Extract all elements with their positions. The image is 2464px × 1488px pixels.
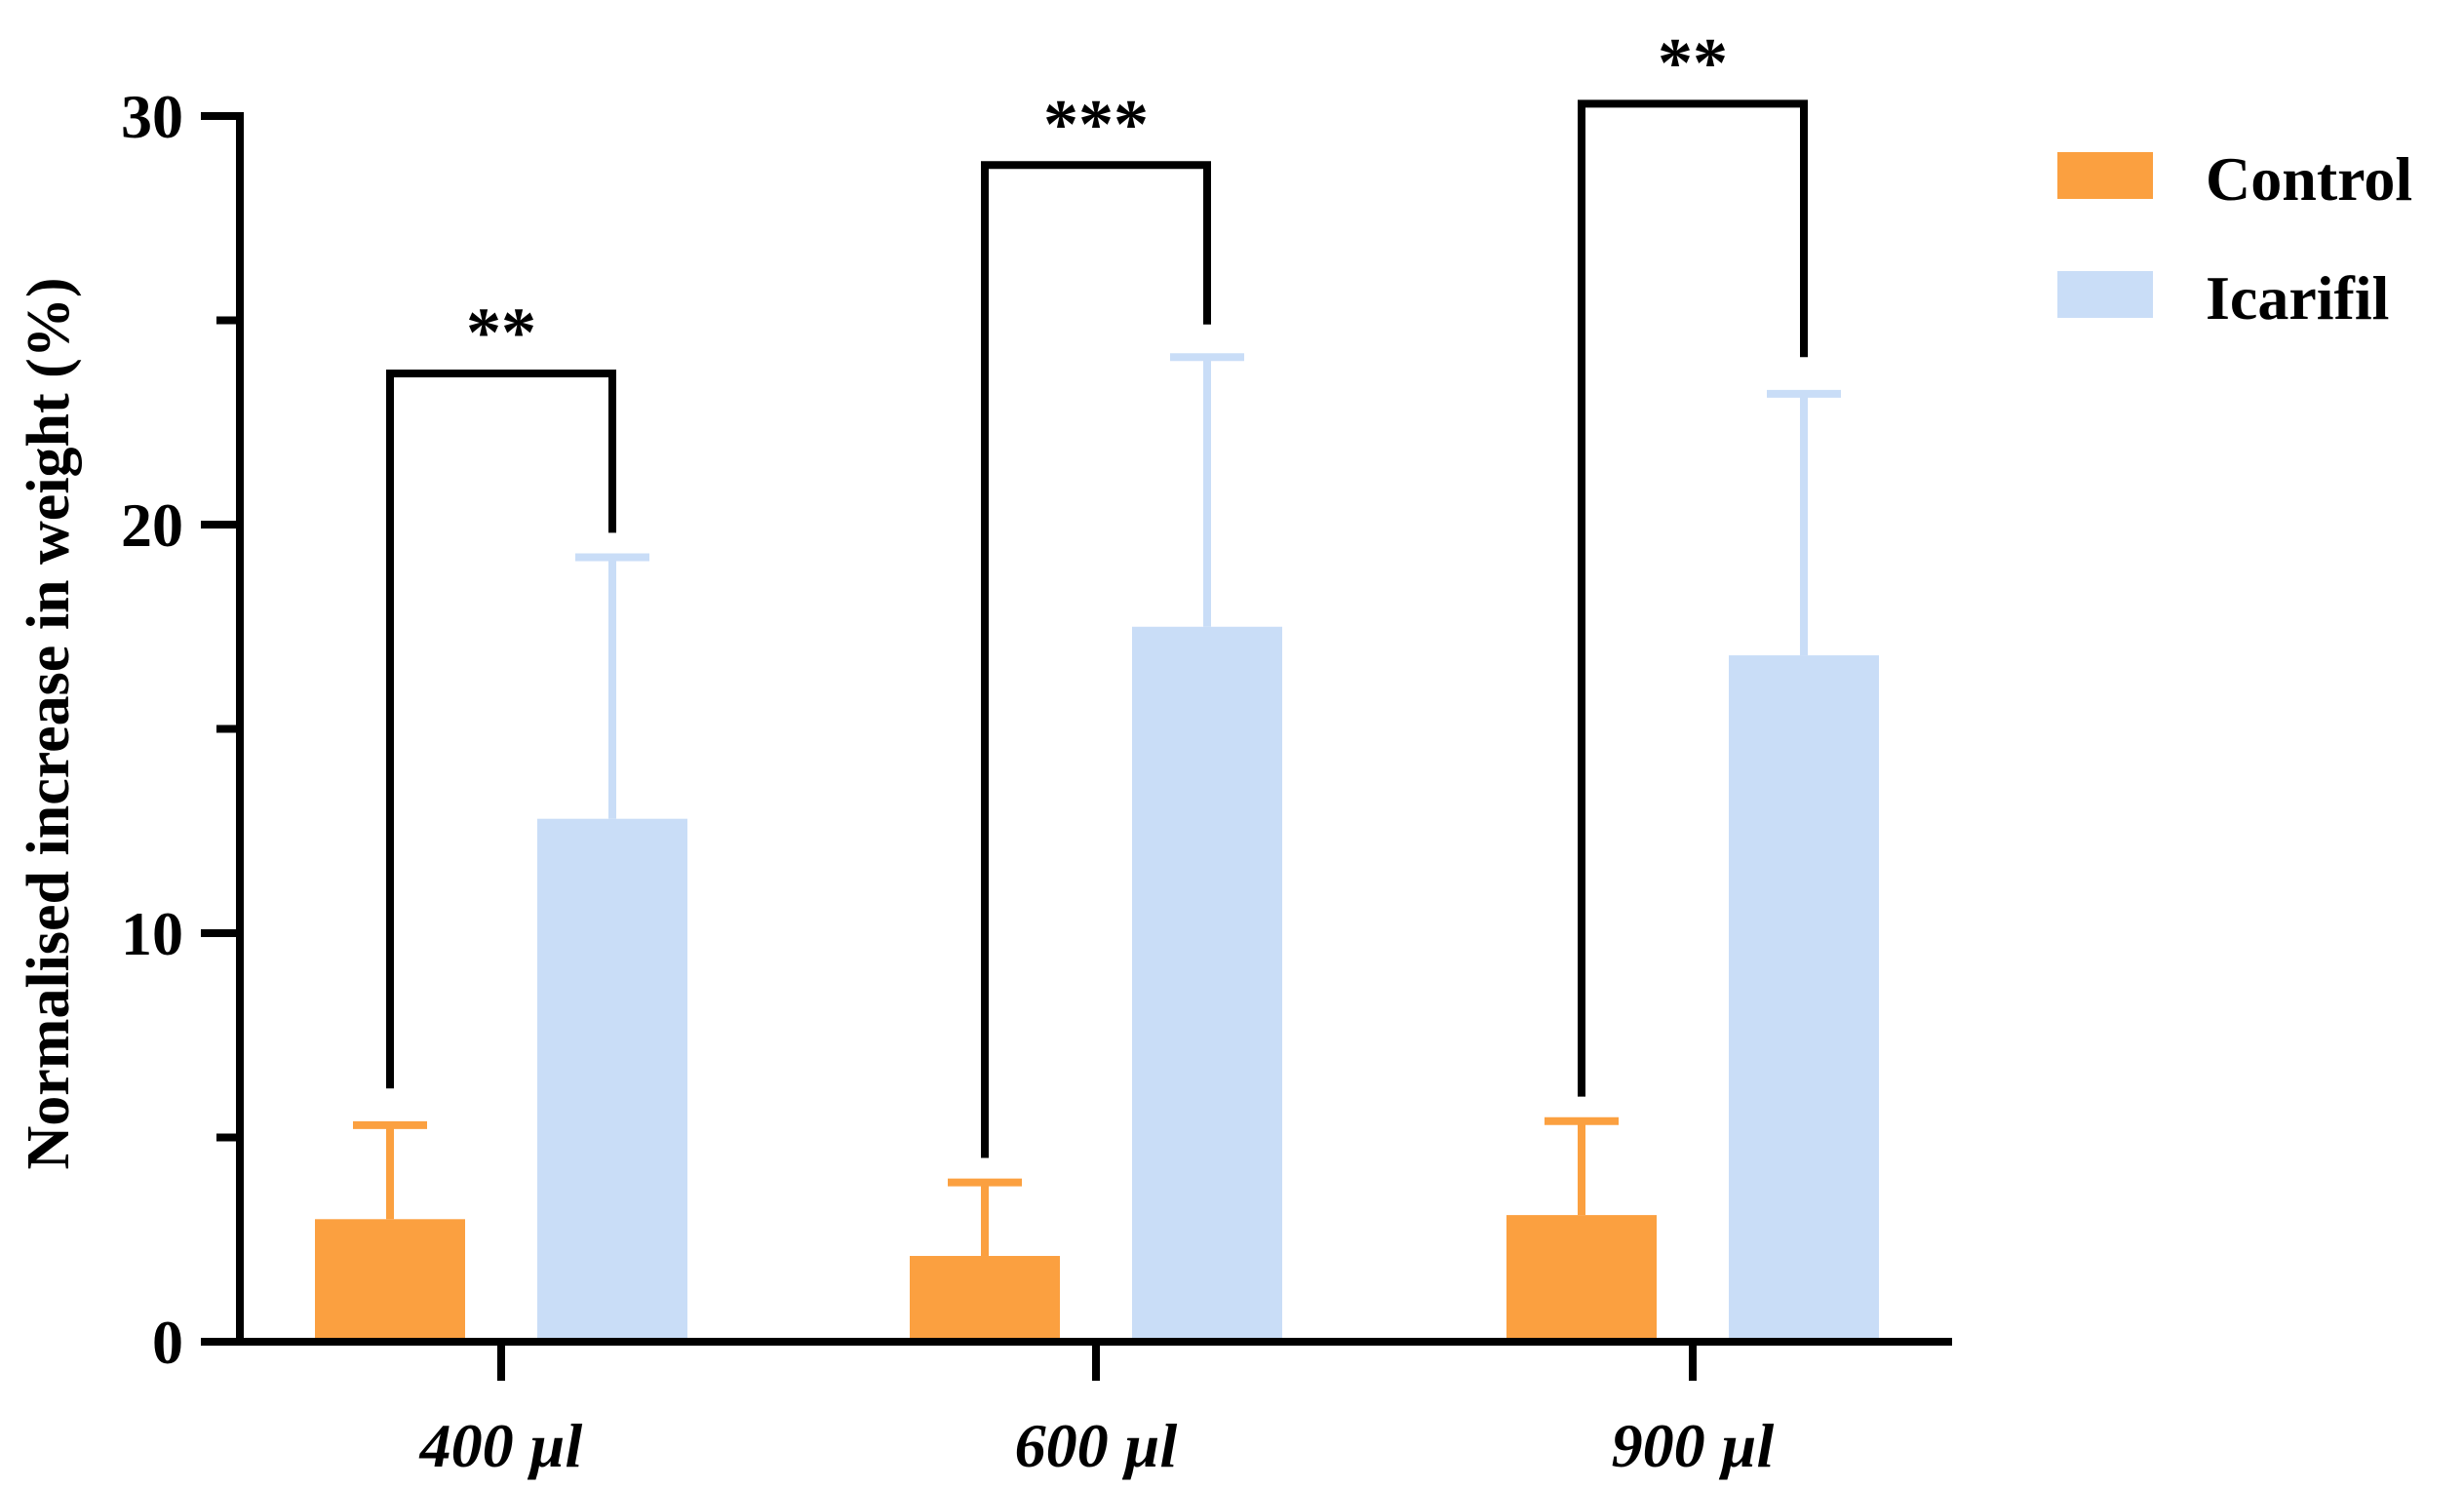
- bar-icarifil: [1729, 655, 1879, 1342]
- significance-bracket: [386, 369, 616, 1089]
- x-tick-label: 400 µl: [419, 1411, 583, 1480]
- y-tick-label: 10: [121, 899, 183, 968]
- significance-bracket: [981, 161, 1211, 1158]
- significance-label: ***: [1043, 85, 1149, 163]
- bar-icarifil: [537, 818, 687, 1342]
- significance-label: **: [466, 294, 536, 372]
- bar-control: [910, 1256, 1060, 1342]
- legend-label-control: Control: [2206, 144, 2412, 214]
- significance-labels: ** *** **: [466, 23, 1728, 372]
- y-tick-labels: 0 10 20 30: [121, 82, 183, 1377]
- x-tick-label: 600 µl: [1015, 1411, 1178, 1480]
- y-tick-label: 0: [152, 1308, 183, 1377]
- bar-control: [315, 1219, 465, 1342]
- significance-bracket: [1578, 99, 1808, 1097]
- x-tick-labels: 400 µl 600 µl 900 µl: [419, 1411, 1775, 1480]
- legend-swatch-icarifil: [2057, 271, 2153, 318]
- y-tick-label: 20: [121, 490, 183, 560]
- bar-control: [1506, 1215, 1657, 1342]
- bar-icarifil: [1132, 626, 1282, 1342]
- legend-label-icarifil: Icarifil: [2206, 263, 2389, 333]
- x-tick-label: 900 µl: [1612, 1411, 1775, 1480]
- y-axis-label: Normalised increase in weight (%): [16, 278, 82, 1170]
- legend: Control Icarifil: [2057, 144, 2412, 333]
- y-tick-label: 30: [121, 82, 183, 151]
- legend-swatch-control: [2057, 152, 2153, 199]
- significance-label: **: [1658, 23, 1728, 101]
